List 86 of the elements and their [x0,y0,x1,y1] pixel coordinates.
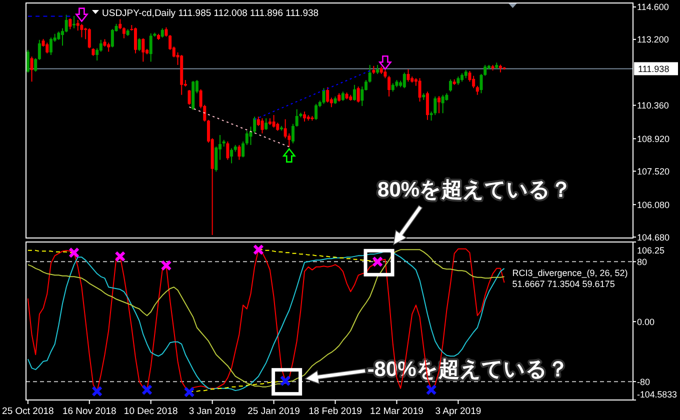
candlestick [303,111,306,122]
candlestick [437,96,440,114]
y-tick-label: 0.00 [637,316,655,327]
candlestick [388,75,391,97]
candlestick [72,15,76,29]
y-tick-label: 80 [637,256,648,267]
y-tick-label: -80 [637,376,650,387]
text: RCI3_divergence_(9, 26, 52) 51.6667 71.3504 59.6175 [512,268,628,289]
candlestick [238,144,241,160]
candlestick [30,56,34,82]
candlestick [46,42,49,54]
candlestick [138,38,141,52]
candlestick [295,108,298,128]
candlestick [38,39,41,60]
annotation: 80%を超えている？ [378,178,572,202]
candlestick [402,72,406,89]
x-tick-label: 25 Jan 2019 [248,406,300,417]
y-tick-label: 108.920 [637,134,670,144]
candlestick [96,48,99,62]
candlestick [468,70,472,82]
candlestick [260,118,264,134]
y-tick-label: -104.5833 [637,389,678,400]
candlestick [226,140,230,160]
candlestick [253,116,256,134]
text: USDJPY-cd,Daily 111.985 112.008 111.896 111.938 [102,8,319,19]
candlestick [122,26,126,39]
candlestick [68,18,72,30]
candlestick [88,28,91,49]
y-tick-label: 113.200 [637,34,669,45]
y-tick-label: 110.360 [637,100,669,111]
x-tick-label: 16 Nov 2018 [62,406,116,417]
candlestick [80,23,84,38]
candlestick [188,89,191,106]
ref-line-label: 111.938 [638,64,670,74]
candlestick [476,85,479,96]
candlestick [292,123,295,144]
candlestick [26,49,30,74]
candlestick [107,42,110,52]
candlestick [326,86,330,104]
y-tick-label: 106.080 [637,200,670,210]
candlestick [230,148,234,164]
candlestick [134,27,137,54]
candlestick [214,146,218,172]
point [76,8,88,22]
candlestick [99,39,102,52]
y-tick-label: 107.520 [637,166,670,176]
candlestick [164,26,168,38]
x-tick-label: 3 Apr 2019 [435,406,482,417]
candlestick [110,28,114,48]
candlestick [149,32,152,62]
candlestick [49,37,52,56]
x-tick-label: 12 Mar 2019 [370,406,424,417]
candlestick [249,126,252,146]
candlestick [322,88,326,104]
candlestick [118,18,122,30]
candlestick [272,114,276,128]
candlestick [341,91,344,102]
candlestick [352,84,356,102]
y-tick-label: 106.25 [637,245,665,256]
candlestick [64,14,68,33]
candlestick [368,64,372,84]
candlestick [426,91,429,120]
candlestick [356,86,360,104]
x-tick-label: 10 Dec 2018 [124,406,178,417]
candlestick [242,140,245,158]
candlestick [406,68,410,82]
candlestick [472,75,476,89]
x-tick-label: 25 Oct 2018 [2,406,54,417]
candlestick [376,64,380,74]
candlestick [256,116,260,126]
candlestick [245,130,248,146]
x-tick-label: 3 Jan 2019 [188,406,236,417]
candlestick [160,28,164,38]
point [379,55,392,70]
line-series [254,70,370,120]
candlestick [264,118,268,130]
candlestick [441,94,444,114]
x-tick-label: 18 Feb 2019 [308,406,362,417]
point [283,148,296,163]
y-tick-label: 104.680 [637,232,670,242]
y-tick-label: 114.600 [637,2,669,12]
candlestick [34,58,38,72]
candlestick [314,103,318,120]
candlestick [418,78,422,102]
candlestick [449,78,452,92]
candlestick [142,38,145,62]
